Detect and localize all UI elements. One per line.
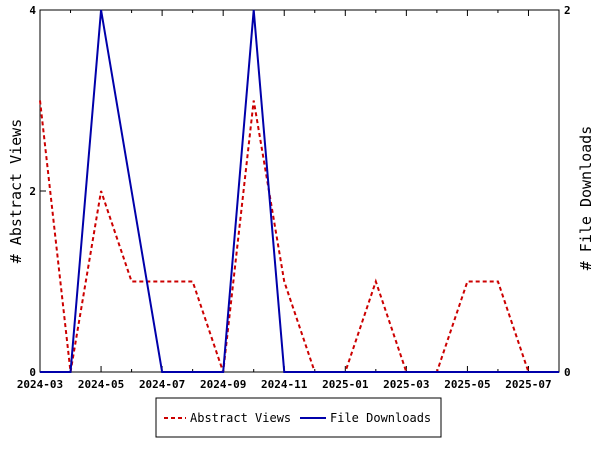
series-line-file-downloads — [40, 9, 559, 373]
legend-box — [155, 397, 442, 438]
y-tick-label: 4 — [29, 4, 36, 17]
y-tick-label: 2 — [29, 185, 36, 198]
legend-label-file-downloads: File Downloads — [330, 411, 431, 425]
x-tick-label: 2025-07 — [505, 378, 551, 391]
x-tick-label: 2024-11 — [261, 378, 308, 391]
x-tick-label: 2024-09 — [200, 378, 246, 391]
legend-label-abstract-views: Abstract Views — [190, 411, 291, 425]
y-axis-title: # Abstract Views — [7, 119, 25, 264]
series-line-abstract-views — [39, 100, 559, 373]
plot-area — [39, 9, 560, 373]
x-tick-label: 2024-07 — [139, 378, 185, 391]
legend: Abstract Views File Downloads — [155, 397, 442, 438]
x-tick-label: 2024-05 — [78, 378, 124, 391]
y2-tick-label: 2 — [564, 4, 571, 17]
x-tick-label: 2024-03 — [17, 378, 63, 391]
x-tick-label: 2025-03 — [383, 378, 429, 391]
x-tick-label: 2025-01 — [322, 378, 369, 391]
x-tick-label: 2025-05 — [444, 378, 490, 391]
y-tick-label: 0 — [29, 366, 36, 379]
series-layer — [39, 9, 559, 373]
y2-tick-label: 0 — [564, 366, 571, 379]
y2-axis-title: # File Downloads — [577, 126, 595, 271]
